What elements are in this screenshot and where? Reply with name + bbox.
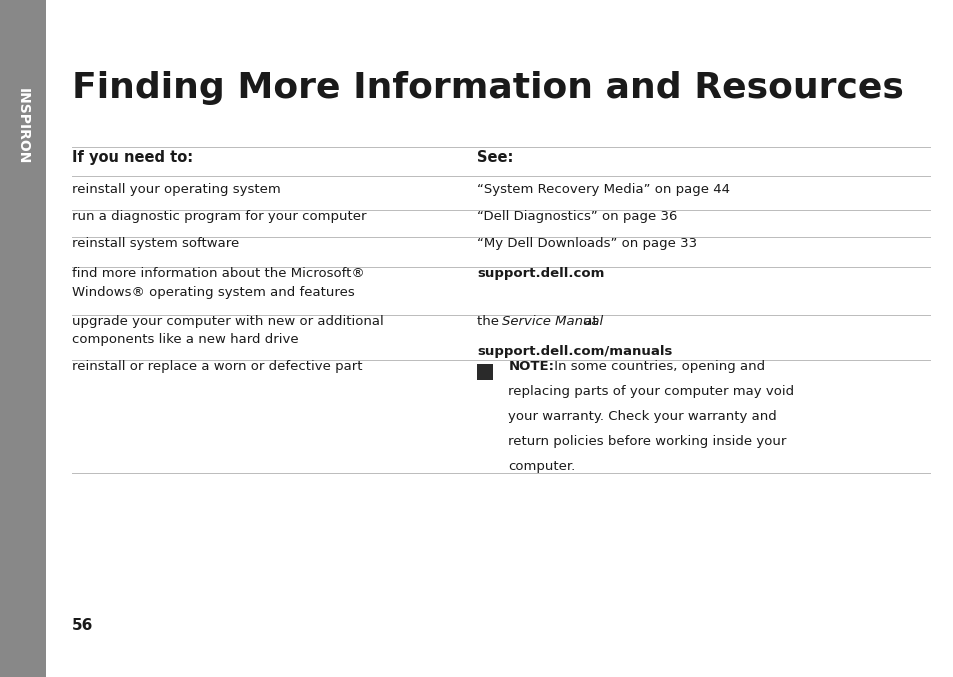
Text: 56: 56 bbox=[71, 618, 92, 633]
FancyBboxPatch shape bbox=[476, 364, 492, 380]
Text: “Dell Diagnostics” on page 36: “Dell Diagnostics” on page 36 bbox=[476, 210, 677, 223]
Text: replacing parts of your computer may void: replacing parts of your computer may voi… bbox=[508, 385, 794, 398]
Text: support.dell.com: support.dell.com bbox=[476, 267, 604, 280]
Text: “System Recovery Media” on page 44: “System Recovery Media” on page 44 bbox=[476, 183, 729, 196]
Text: NOTE:: NOTE: bbox=[508, 360, 554, 373]
Text: reinstall or replace a worn or defective part: reinstall or replace a worn or defective… bbox=[71, 360, 362, 373]
Text: run a diagnostic program for your computer: run a diagnostic program for your comput… bbox=[71, 210, 366, 223]
Text: INSPIRON: INSPIRON bbox=[16, 88, 30, 165]
Text: at: at bbox=[579, 315, 597, 328]
Text: find more information about the Microsoft®
Windows® operating system and feature: find more information about the Microsof… bbox=[71, 267, 364, 299]
Text: support.dell.com/manuals: support.dell.com/manuals bbox=[476, 345, 672, 358]
Text: computer.: computer. bbox=[508, 460, 575, 473]
Text: Service Manual: Service Manual bbox=[501, 315, 602, 328]
Text: your warranty. Check your warranty and: your warranty. Check your warranty and bbox=[508, 410, 777, 423]
Text: “My Dell Downloads” on page 33: “My Dell Downloads” on page 33 bbox=[476, 237, 697, 250]
Bar bbox=[0, 0, 46, 677]
Text: the: the bbox=[476, 315, 503, 328]
Text: upgrade your computer with new or additional
components like a new hard drive: upgrade your computer with new or additi… bbox=[71, 315, 383, 347]
Text: reinstall system software: reinstall system software bbox=[71, 237, 238, 250]
Text: Finding More Information and Resources: Finding More Information and Resources bbox=[71, 71, 902, 105]
Text: reinstall your operating system: reinstall your operating system bbox=[71, 183, 280, 196]
Text: return policies before working inside your: return policies before working inside yo… bbox=[508, 435, 786, 448]
Text: If you need to:: If you need to: bbox=[71, 150, 193, 165]
Text: See:: See: bbox=[476, 150, 513, 165]
Text: In some countries, opening and: In some countries, opening and bbox=[549, 360, 763, 373]
